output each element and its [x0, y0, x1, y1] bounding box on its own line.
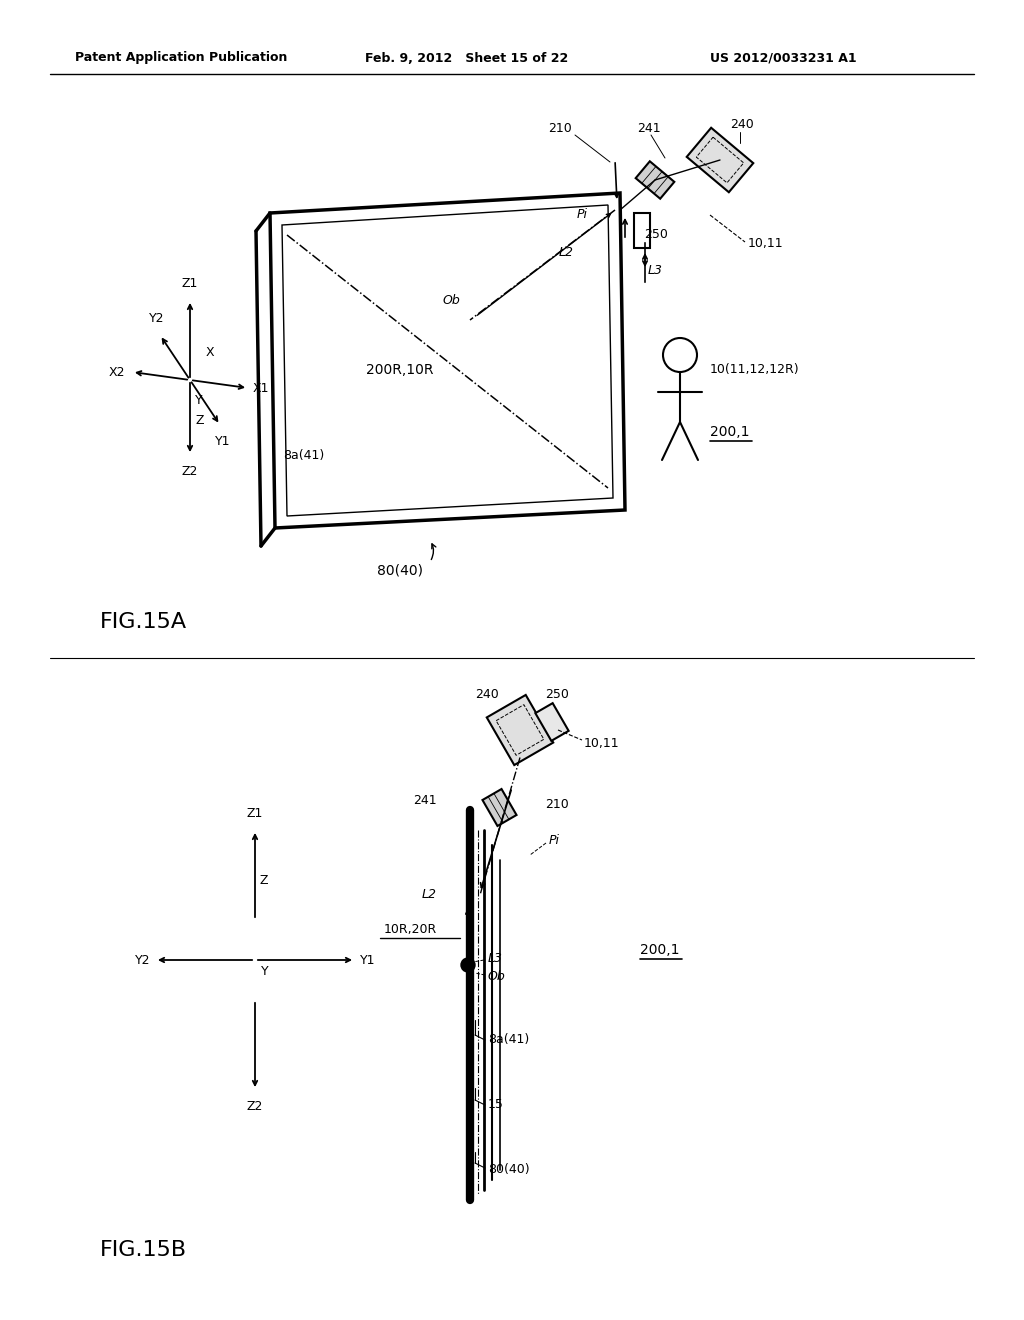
Text: 250: 250	[545, 689, 569, 701]
Text: 210: 210	[548, 121, 571, 135]
Text: Z1: Z1	[182, 277, 199, 290]
Polygon shape	[636, 161, 675, 199]
Text: 8a(41): 8a(41)	[488, 1034, 529, 1047]
Text: Pi: Pi	[577, 209, 588, 222]
Text: 80(40): 80(40)	[488, 1163, 529, 1176]
Text: US 2012/0033231 A1: US 2012/0033231 A1	[710, 51, 857, 65]
Text: 10,11: 10,11	[748, 238, 783, 251]
Polygon shape	[687, 128, 754, 193]
Text: Feb. 9, 2012   Sheet 15 of 22: Feb. 9, 2012 Sheet 15 of 22	[365, 51, 568, 65]
Text: FIG.15B: FIG.15B	[100, 1239, 187, 1261]
Text: Y2: Y2	[134, 953, 150, 966]
Text: Ob: Ob	[442, 293, 460, 306]
Text: 241: 241	[637, 121, 660, 135]
Polygon shape	[482, 789, 516, 826]
Text: 10(11,12,12R): 10(11,12,12R)	[710, 363, 800, 376]
Polygon shape	[486, 694, 553, 766]
Text: Z: Z	[195, 413, 204, 426]
Text: L2: L2	[559, 246, 574, 259]
Text: 80(40): 80(40)	[377, 564, 423, 577]
Text: L3: L3	[488, 952, 503, 965]
Text: L2: L2	[422, 888, 437, 902]
Text: 200R,10R: 200R,10R	[367, 363, 434, 378]
Text: 200,1: 200,1	[710, 425, 750, 440]
Text: 210: 210	[545, 799, 568, 812]
Text: Z: Z	[260, 874, 268, 887]
Text: 10R,20R: 10R,20R	[384, 924, 437, 936]
Text: 10,11: 10,11	[584, 737, 620, 750]
Text: FIG.15A: FIG.15A	[100, 612, 187, 632]
Text: Y1: Y1	[215, 436, 230, 447]
Text: Y2: Y2	[150, 312, 165, 325]
Text: 200,1: 200,1	[640, 942, 680, 957]
Text: Z2: Z2	[247, 1100, 263, 1113]
Text: 15: 15	[488, 1098, 504, 1111]
Text: Ob: Ob	[488, 970, 506, 983]
Text: Y: Y	[195, 393, 203, 407]
Text: Y1: Y1	[360, 953, 376, 966]
Text: 240: 240	[730, 119, 754, 132]
Text: Pi: Pi	[549, 833, 560, 846]
Text: 250: 250	[644, 228, 668, 242]
Text: X1: X1	[253, 381, 269, 395]
Polygon shape	[536, 704, 568, 741]
Text: Patent Application Publication: Patent Application Publication	[75, 51, 288, 65]
Text: X: X	[206, 346, 215, 359]
Text: L3: L3	[648, 264, 663, 276]
Text: 240: 240	[475, 689, 499, 701]
Text: 8a(41): 8a(41)	[283, 449, 325, 462]
Text: Z1: Z1	[247, 807, 263, 820]
Text: X2: X2	[109, 366, 125, 379]
Circle shape	[461, 958, 475, 972]
Text: 241: 241	[414, 793, 437, 807]
Text: Z2: Z2	[182, 465, 199, 478]
Text: Y: Y	[261, 965, 268, 978]
